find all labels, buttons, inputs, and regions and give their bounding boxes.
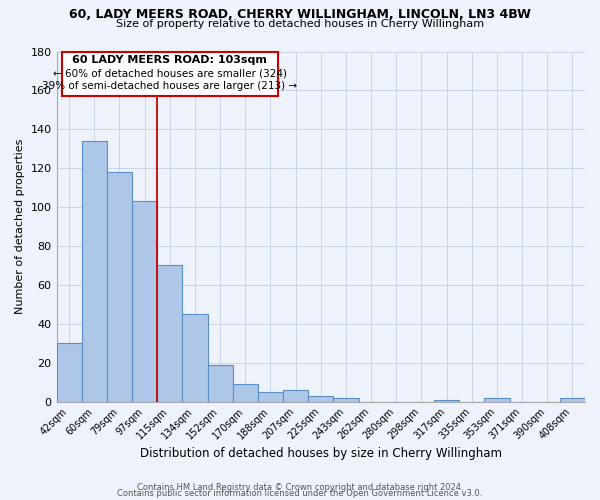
Y-axis label: Number of detached properties: Number of detached properties xyxy=(15,139,25,314)
Bar xyxy=(233,384,258,402)
FancyBboxPatch shape xyxy=(62,52,278,96)
Bar xyxy=(434,400,459,402)
Bar xyxy=(308,396,334,402)
Bar xyxy=(107,172,132,402)
Bar xyxy=(334,398,359,402)
Bar xyxy=(484,398,509,402)
Text: 60 LADY MEERS ROAD: 103sqm: 60 LADY MEERS ROAD: 103sqm xyxy=(73,56,267,66)
Bar xyxy=(82,141,107,402)
Text: 39% of semi-detached houses are larger (213) →: 39% of semi-detached houses are larger (… xyxy=(42,80,298,90)
Bar xyxy=(560,398,585,402)
Bar xyxy=(208,364,233,402)
X-axis label: Distribution of detached houses by size in Cherry Willingham: Distribution of detached houses by size … xyxy=(140,447,502,460)
Bar xyxy=(157,266,182,402)
Bar xyxy=(283,390,308,402)
Text: 60, LADY MEERS ROAD, CHERRY WILLINGHAM, LINCOLN, LN3 4BW: 60, LADY MEERS ROAD, CHERRY WILLINGHAM, … xyxy=(69,8,531,20)
Text: Contains HM Land Registry data © Crown copyright and database right 2024.: Contains HM Land Registry data © Crown c… xyxy=(137,484,463,492)
Bar xyxy=(132,202,157,402)
Bar xyxy=(182,314,208,402)
Bar xyxy=(56,343,82,402)
Text: Size of property relative to detached houses in Cherry Willingham: Size of property relative to detached ho… xyxy=(116,19,484,29)
Text: Contains public sector information licensed under the Open Government Licence v3: Contains public sector information licen… xyxy=(118,490,482,498)
Bar xyxy=(258,392,283,402)
Text: ← 60% of detached houses are smaller (324): ← 60% of detached houses are smaller (32… xyxy=(53,68,287,78)
